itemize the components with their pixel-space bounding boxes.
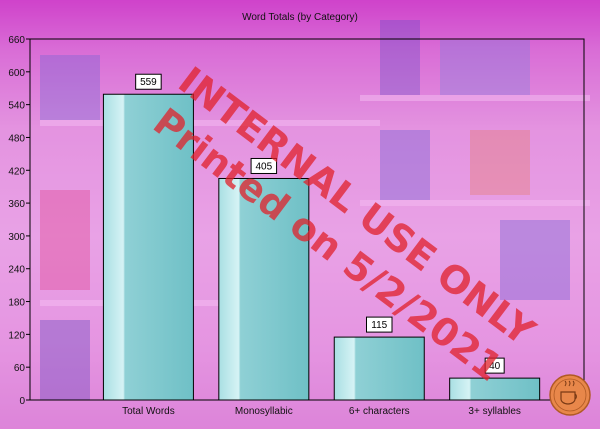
x-tick-label: 6+ characters	[349, 406, 410, 417]
bar	[218, 177, 310, 401]
coffee-cup-stamp-icon	[549, 374, 591, 416]
book-shape	[440, 40, 530, 95]
y-tick-label: 480	[8, 133, 25, 144]
data-label-box	[484, 357, 505, 374]
y-tick-label: 300	[8, 232, 25, 243]
bar	[449, 377, 541, 401]
y-tick-label: 120	[8, 330, 25, 341]
x-tick-label: Total Words	[122, 406, 175, 417]
data-label: 40	[489, 361, 501, 372]
x-tick-label: 3+ syllables	[468, 406, 521, 417]
y-tick-label: 240	[8, 265, 25, 276]
x-tick-label: Monosyllabic	[235, 406, 293, 417]
y-tick-label: 600	[8, 68, 25, 79]
data-label-box	[366, 316, 393, 333]
bar	[102, 93, 194, 401]
y-tick-label: 420	[8, 166, 25, 177]
bar	[333, 336, 425, 401]
y-tick-label: 60	[14, 363, 26, 374]
data-label-box	[135, 73, 162, 90]
book-shape	[380, 130, 430, 200]
shelf-line	[360, 200, 590, 206]
book-shape	[470, 130, 530, 195]
y-tick-label: 360	[8, 199, 25, 210]
book-shape	[500, 220, 570, 300]
data-label: 115	[371, 320, 387, 331]
chart-data-labels: 559 405 115 40	[135, 73, 505, 374]
book-shape	[40, 190, 90, 290]
y-tick-label: 660	[8, 35, 25, 46]
book-shape	[380, 20, 420, 95]
chart-title: Word Totals (by Category)	[242, 12, 358, 23]
data-label: 405	[255, 161, 272, 172]
shelf-line	[360, 95, 590, 101]
book-shape	[40, 55, 100, 120]
y-tick-label: 540	[8, 101, 25, 112]
shelf-line	[40, 120, 380, 126]
chart-bars	[102, 93, 541, 401]
y-tick-label: 0	[19, 396, 25, 407]
book-shape	[40, 320, 90, 400]
watermark-line-2: Printed on 5/2/2021	[145, 99, 510, 389]
y-tick-label: 180	[8, 298, 25, 309]
data-label: 559	[140, 77, 157, 88]
data-label-box	[250, 157, 278, 174]
